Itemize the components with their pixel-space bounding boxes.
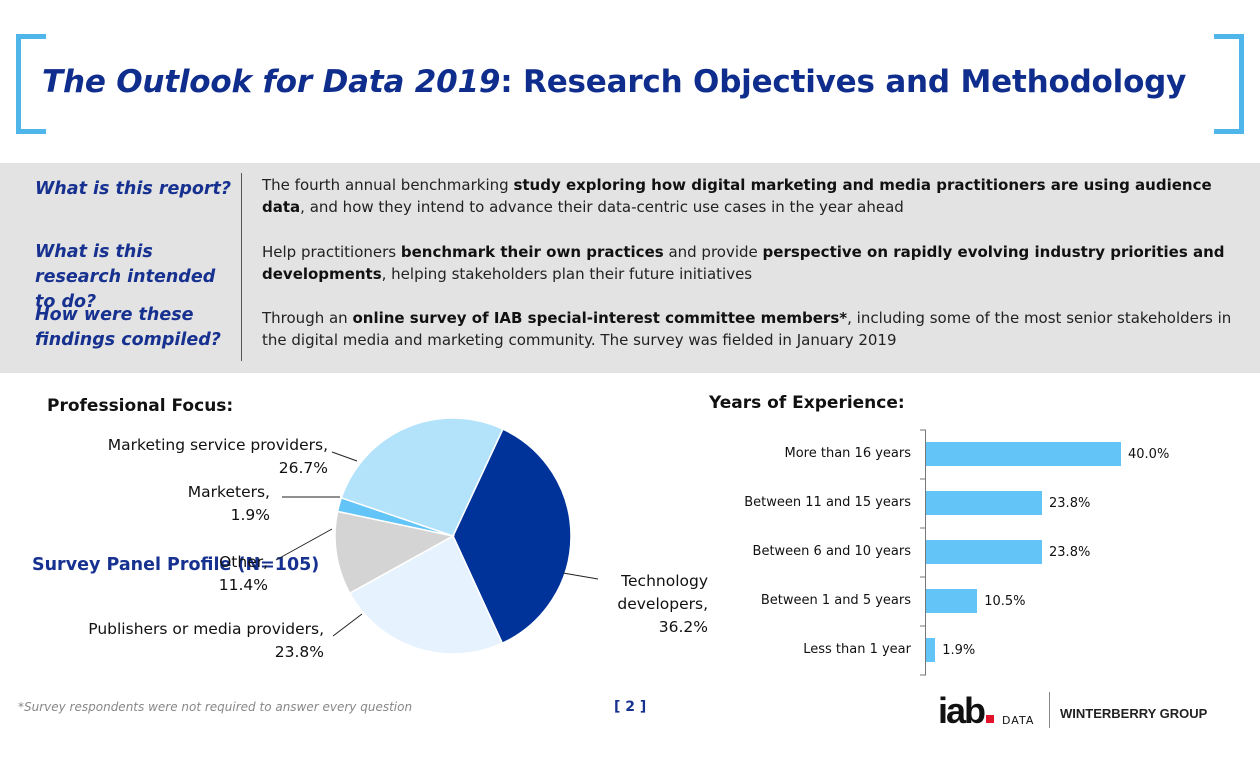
leader-marketing-services xyxy=(331,451,358,462)
pie-slice-other xyxy=(334,510,456,595)
answer-segment: and provide xyxy=(663,243,763,261)
answer-segment: study exploring how digital marketing an… xyxy=(262,176,1212,216)
iab-logo-dot xyxy=(986,715,995,723)
bar-value-label: 1.9% xyxy=(942,643,976,658)
bar-chart-title: Years of Experience: xyxy=(709,393,905,413)
bar-4 xyxy=(926,589,978,613)
answer-intent: Help practitioners benchmark their own p… xyxy=(262,241,1237,285)
logo-separator xyxy=(1049,692,1050,728)
leader-other xyxy=(275,528,333,561)
slice-label-marketing-services: Marketing service providers, 26.7% xyxy=(107,436,328,477)
leader-publishers xyxy=(332,613,363,637)
page-number: [ 2 ] xyxy=(614,699,647,715)
question-intent: What is this research intended to do? xyxy=(35,242,216,312)
bar-2 xyxy=(926,491,1043,515)
footnote: *Survey respondents were not required to… xyxy=(18,700,413,714)
iab-logo: iab xyxy=(938,690,995,732)
question-report: What is this report? xyxy=(35,179,232,199)
answer-segment: online survey of IAB special-interest co… xyxy=(352,309,848,327)
right-bracket-decoration xyxy=(1214,34,1244,134)
answer-segment: benchmark their own practices xyxy=(400,243,664,261)
question-method: How were these findings compiled? xyxy=(35,305,221,350)
bar-value-label: 23.8% xyxy=(1049,545,1091,560)
bar-category-label: Between 1 and 5 years xyxy=(760,593,911,608)
bar-value-label: 40.0% xyxy=(1128,447,1170,462)
bar-5 xyxy=(926,638,936,662)
overview-band xyxy=(0,163,1260,373)
slice-label-other: Other, 11.4% xyxy=(218,553,268,594)
slice-label-marketers: Marketers, 1.9% xyxy=(187,483,270,524)
page-title: The Outlook for Data 2019: Research Obje… xyxy=(42,64,1186,100)
answer-segment: , including some of the most senior stak… xyxy=(262,309,1232,349)
pie-slice-technology xyxy=(452,428,572,645)
answer-segment: The fourth annual benchmarking xyxy=(262,176,514,194)
iab-data-logo-text: DATA xyxy=(1002,714,1035,727)
answer-segment: , helping stakeholders plan their future… xyxy=(381,265,753,283)
bar-3 xyxy=(926,540,1043,564)
pie-slice-publishers xyxy=(348,534,504,655)
answer-report: The fourth annual benchmarking study exp… xyxy=(262,174,1237,218)
bar-value-label: 23.8% xyxy=(1049,496,1091,511)
bar-value-label: 10.5% xyxy=(984,594,1026,609)
answer-segment: Through an xyxy=(262,309,353,327)
survey-panel-label: Survey Panel Profile (N=105) xyxy=(32,555,320,575)
answer-segment: , and how they intend to advance their d… xyxy=(300,198,904,216)
leader-technology xyxy=(562,572,599,580)
slice-label-technology: Technology developers, 36.2% xyxy=(617,572,708,636)
title-rest: : Research Objectives and Methodology xyxy=(500,64,1187,100)
slice-label-publishers: Publishers or media providers, 23.8% xyxy=(88,620,324,661)
winterberry-group-logo: WINTERBERRY GROUP xyxy=(1060,706,1208,721)
pie-chart-title: Professional Focus: xyxy=(47,396,234,416)
bar-category-label: More than 16 years xyxy=(784,446,911,461)
bar-category-label: Between 6 and 10 years xyxy=(752,544,911,559)
answer-segment: perspective on rapidly evolving industry… xyxy=(262,243,1225,283)
bar-category-label: Less than 1 year xyxy=(803,642,911,657)
answer-segment: Help practitioners xyxy=(262,243,401,261)
answer-method: Through an online survey of IAB special-… xyxy=(262,307,1237,351)
bar-category-label: Between 11 and 15 years xyxy=(744,495,911,510)
pie-slice-marketing-services xyxy=(340,417,504,537)
left-bracket-decoration xyxy=(16,34,46,134)
title-italic: The Outlook for Data 2019 xyxy=(42,64,501,100)
overview-divider xyxy=(241,173,242,361)
bar-1 xyxy=(926,442,1121,466)
